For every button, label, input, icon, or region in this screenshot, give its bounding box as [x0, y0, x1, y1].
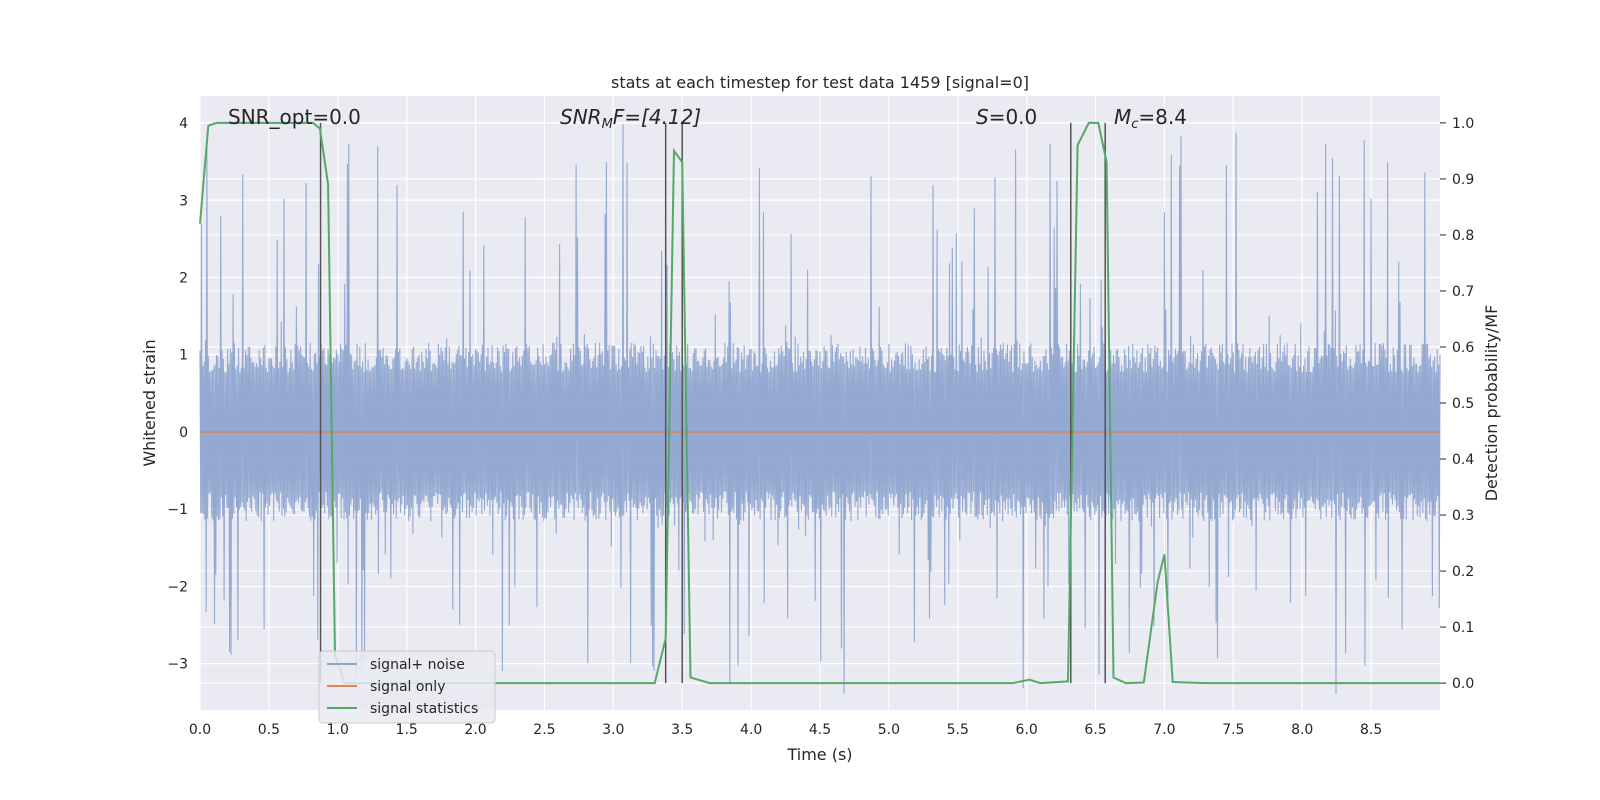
x-tick-label: 3.0	[602, 722, 624, 738]
y-tick-label: 4	[179, 116, 188, 132]
x-axis-title: Time (s)	[786, 745, 852, 764]
y-tick-label: 2	[179, 270, 188, 286]
x-tick-label: 7.5	[1222, 722, 1244, 738]
x-tick-label: 1.0	[327, 722, 349, 738]
x-tick-label: 1.5	[396, 722, 418, 738]
x-tick-label: 6.5	[1084, 722, 1106, 738]
y-tick-label: −1	[167, 502, 188, 518]
y2-tick-label: 0.0	[1452, 676, 1474, 692]
y-tick-label: −3	[167, 657, 188, 673]
signal-statistics-series	[199, 121, 1440, 685]
legend-label-signal-only: signal only	[370, 679, 445, 695]
x-tick-label: 3.5	[671, 722, 693, 738]
legend-label-signal-statistics: signal statistics	[370, 701, 478, 717]
x-tick-label: 6.0	[1016, 722, 1038, 738]
y-axis-left-ticks: 4 3 2 1 0 −1 −2 −3	[167, 116, 188, 673]
x-tick-label: 8.0	[1291, 722, 1313, 738]
y-tick-label: −2	[167, 579, 188, 595]
x-tick-label: 0.5	[258, 722, 280, 738]
y-tick-label: 0	[179, 425, 188, 441]
y-axis-right-title: Detection probability/MF	[1482, 305, 1501, 502]
x-tick-label: 0.0	[189, 722, 211, 738]
signal-statistics-line	[199, 121, 1440, 685]
x-tick-label: 4.0	[740, 722, 762, 738]
x-tick-label: 7.0	[1153, 722, 1175, 738]
y2-tick-label: 0.2	[1452, 564, 1474, 580]
annotation-mc: Mc=8.4	[1114, 105, 1187, 132]
x-tick-label: 5.0	[878, 722, 900, 738]
chart-title: stats at each timestep for test data 145…	[611, 73, 1029, 92]
signal-noise-series	[199, 124, 1441, 694]
y-axis-left-title: Whitened strain	[140, 339, 159, 466]
y2-tick-label: 0.7	[1452, 284, 1474, 300]
signal-noise-line	[199, 124, 1441, 694]
legend-box	[318, 650, 496, 724]
y2-tick-label: 0.3	[1452, 508, 1474, 524]
legend: signal+ noise signal only signal statist…	[318, 650, 496, 724]
x-tick-label: 2.5	[533, 722, 555, 738]
y-tick-label: 3	[179, 193, 188, 209]
y2-tick-label: 0.1	[1452, 620, 1474, 636]
y2-tick-label: 0.5	[1452, 396, 1474, 412]
y2-tick-label: 0.9	[1452, 172, 1474, 188]
x-axis-ticks: 0.0 0.5 1.0 1.5 2.0 2.5 3.0 3.5 4.0 4.5 5.0 5.5 6.0 6…	[189, 722, 1382, 738]
y-axis-right-ticks: 1.0 0.9 0.8 0.7 0.6 0.5 0.4 0.3 0.2 0.1 0.0	[1440, 116, 1474, 692]
y2-tick-label: 0.6	[1452, 340, 1474, 356]
y2-tick-label: 0.8	[1452, 228, 1474, 244]
y-tick-label: 1	[179, 348, 188, 364]
y2-tick-label: 0.4	[1452, 452, 1474, 468]
annotation-snr-opt: SNR_opt=0.0	[228, 105, 361, 129]
legend-label-signal-noise: signal+ noise	[370, 657, 465, 673]
annotation-s: S=0.0	[976, 105, 1037, 129]
x-tick-label: 2.0	[464, 722, 486, 738]
y2-tick-label: 1.0	[1452, 116, 1474, 132]
annotation-snr-mf: SNRMF=[4.12]	[560, 105, 701, 132]
x-tick-label: 8.5	[1360, 722, 1382, 738]
x-tick-label: 4.5	[809, 722, 831, 738]
x-tick-label: 5.5	[947, 722, 969, 738]
